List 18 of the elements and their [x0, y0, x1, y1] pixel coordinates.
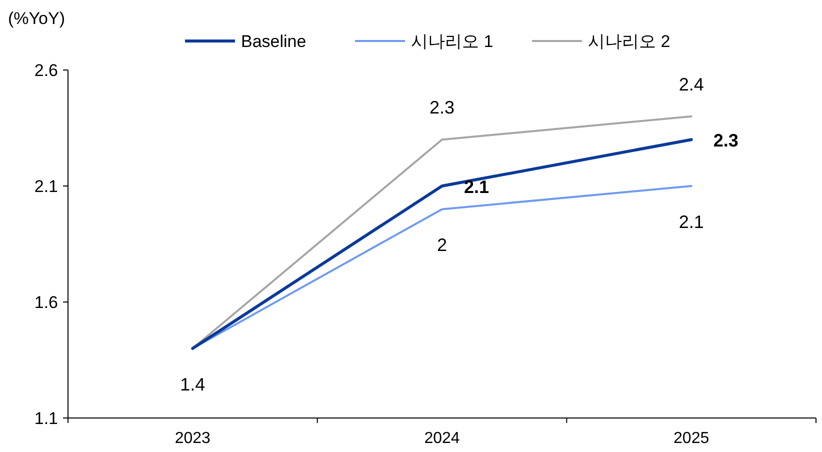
x-tick-label: 2023	[174, 430, 211, 447]
y-tick-label: 1.1	[34, 409, 58, 428]
legend-label: Baseline	[241, 32, 306, 51]
y-axis-title: (%YoY)	[8, 9, 66, 28]
data-label: 2.3	[429, 98, 455, 118]
y-tick-label: 1.6	[34, 293, 58, 312]
legend-label: 시나리오 2	[588, 32, 670, 51]
legend-label: 시나리오 1	[411, 32, 494, 51]
data-label: 2.1	[678, 212, 704, 232]
x-tick-label: 2025	[674, 430, 710, 447]
data-label: 2	[436, 235, 448, 256]
y-tick-label: 2.1	[34, 177, 58, 196]
data-label: 2.4	[678, 74, 704, 94]
data-label: 1.4	[180, 374, 206, 394]
x-tick-label: 2024	[424, 430, 460, 447]
data-label: 2.3	[713, 130, 738, 151]
data-label: 2.1	[464, 177, 490, 197]
y-tick-label: 2.6	[34, 61, 58, 80]
